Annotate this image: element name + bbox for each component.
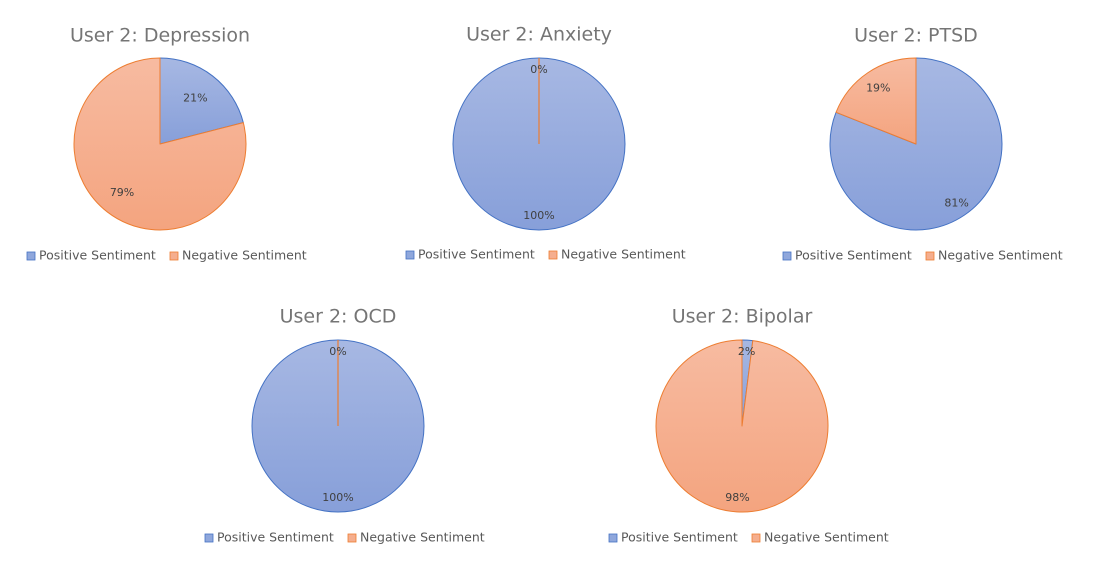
data-label-positive: 100% bbox=[523, 209, 554, 222]
pie-chart-3: User 2: PTSD 81% 19% Positive Sentiment Nega… bbox=[782, 25, 1063, 263]
legend-label-negative: Negative Sentiment bbox=[360, 530, 485, 545]
legend-swatch-positive bbox=[608, 533, 618, 543]
legend-swatch-negative bbox=[925, 251, 935, 261]
legend-label-negative: Negative Sentiment bbox=[182, 248, 307, 263]
chart-title: User 2: Bipolar bbox=[672, 306, 813, 328]
pie-chart-1: User 2: Depression 21% 79% Positive Sentime… bbox=[26, 25, 307, 263]
legend-swatch-positive bbox=[26, 251, 36, 261]
legend-swatch-negative bbox=[548, 250, 558, 260]
legend-swatch-positive bbox=[405, 250, 415, 260]
legend-swatch-negative bbox=[169, 251, 179, 261]
legend-label-positive: Positive Sentiment bbox=[217, 530, 334, 545]
pie-chart-4: User 2: OCD 100% 0% Positive Sentiment Negat… bbox=[204, 306, 485, 545]
legend-label-negative: Negative Sentiment bbox=[938, 248, 1063, 263]
legend-label-positive: Positive Sentiment bbox=[39, 248, 156, 263]
data-label-positive: 21% bbox=[183, 91, 207, 104]
chart-title: User 2: Depression bbox=[70, 25, 250, 47]
data-label-positive: 81% bbox=[944, 197, 968, 210]
pie-slice-negative bbox=[655, 339, 829, 513]
data-label-negative: 0% bbox=[530, 63, 547, 76]
data-label-positive: 2% bbox=[738, 345, 755, 358]
legend: Positive Sentiment Negative Sentiment bbox=[782, 248, 1063, 263]
legend: Positive Sentiment Negative Sentiment bbox=[26, 248, 307, 263]
legend-swatch-positive bbox=[204, 533, 214, 543]
data-label-negative: 19% bbox=[866, 82, 890, 95]
pie-slice-negative bbox=[73, 57, 247, 231]
legend: Positive Sentiment Negative Sentiment bbox=[204, 530, 485, 545]
pie-chart-2: User 2: Anxiety 100% 0% Positive Sentiment N… bbox=[405, 24, 686, 262]
legend: Positive Sentiment Negative Sentiment bbox=[405, 247, 686, 262]
legend-label-positive: Positive Sentiment bbox=[418, 247, 535, 262]
legend: Positive Sentiment Negative Sentiment bbox=[608, 530, 889, 545]
data-label-negative: 0% bbox=[329, 345, 346, 358]
pie-slice-negative bbox=[835, 57, 917, 145]
chart-title: User 2: PTSD bbox=[854, 25, 978, 47]
legend-label-positive: Positive Sentiment bbox=[795, 248, 912, 263]
pie-chart-5: User 2: Bipolar 2% 98% Positive Sentiment Ne… bbox=[608, 306, 889, 545]
legend-swatch-positive bbox=[782, 251, 792, 261]
pie-slice-positive bbox=[159, 57, 244, 145]
data-label-negative: 79% bbox=[110, 186, 134, 199]
data-label-negative: 98% bbox=[725, 491, 749, 504]
legend-swatch-negative bbox=[347, 533, 357, 543]
chart-title: User 2: Anxiety bbox=[466, 24, 612, 46]
legend-label-negative: Negative Sentiment bbox=[764, 530, 889, 545]
legend-label-negative: Negative Sentiment bbox=[561, 247, 686, 262]
legend-label-positive: Positive Sentiment bbox=[621, 530, 738, 545]
chart-title: User 2: OCD bbox=[280, 306, 397, 328]
data-label-positive: 100% bbox=[322, 491, 353, 504]
legend-swatch-negative bbox=[751, 533, 761, 543]
